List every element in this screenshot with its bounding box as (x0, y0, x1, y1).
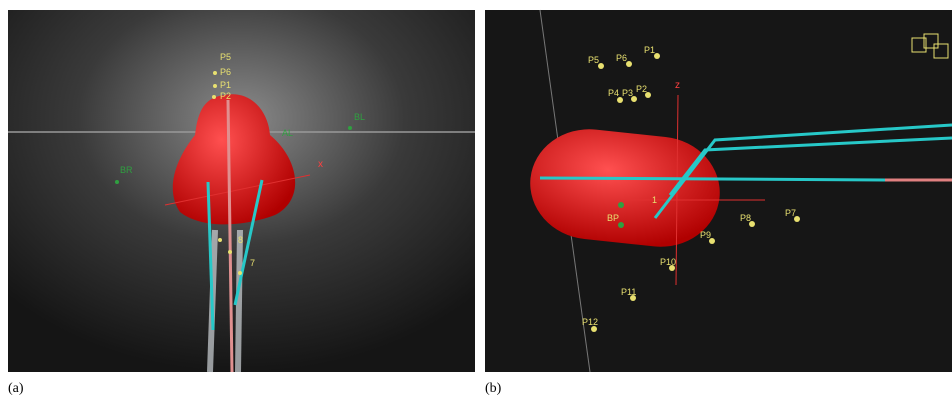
caption: (b) (485, 381, 502, 396)
figure: P5 P6 P1 P2 AL BL BR x 8 7 P5 P6 P1 P4 P… (0, 0, 952, 400)
label: P2 (636, 84, 647, 94)
marker (348, 126, 352, 130)
label: BP (607, 213, 619, 223)
panel-b: P5 P6 P1 P4 P3 P2 z BP 1 P8 P7 P9 P10 P1… (485, 10, 952, 372)
label: P5 (220, 52, 231, 62)
label: 7 (250, 258, 255, 268)
label: BL (354, 112, 365, 122)
label: P1 (220, 80, 231, 90)
axis-label: z (675, 80, 680, 91)
axis-label: x (318, 159, 323, 170)
label: P8 (740, 213, 751, 223)
label: P7 (785, 208, 796, 218)
label: P4 (608, 88, 619, 98)
label: 1 (652, 195, 657, 205)
label: P11 (621, 287, 636, 297)
label: 8 (238, 235, 243, 245)
marker (115, 180, 119, 184)
label: P6 (220, 67, 231, 77)
label: P10 (660, 257, 676, 267)
label: P3 (622, 88, 633, 98)
label: P6 (616, 53, 627, 63)
label: P2 (220, 91, 231, 101)
label: P1 (644, 45, 655, 55)
label: BR (120, 165, 133, 175)
panel-a: P5 P6 P1 P2 AL BL BR x 8 7 (8, 10, 475, 372)
label: AL (282, 128, 293, 138)
caption: (a) (8, 381, 24, 396)
label: P5 (588, 55, 599, 65)
marker (618, 202, 624, 208)
label: P12 (582, 317, 598, 327)
label: P9 (700, 230, 711, 240)
